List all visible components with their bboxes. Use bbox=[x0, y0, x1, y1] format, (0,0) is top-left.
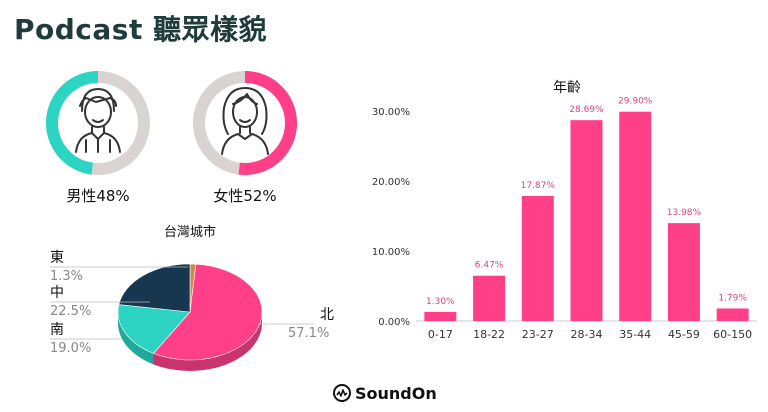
bar-23-27 bbox=[521, 195, 554, 321]
bar-value-label: 6.47% bbox=[475, 261, 504, 271]
female-label: 女性52% bbox=[213, 187, 276, 205]
bar-value-label: 1.79% bbox=[718, 293, 747, 303]
pie-name-南: 南 bbox=[50, 322, 64, 338]
bar-value-label: 1.30% bbox=[426, 297, 455, 307]
pie-name-中: 中 bbox=[50, 285, 64, 301]
city-pie-chart bbox=[117, 263, 263, 372]
pie-value-南: 19.0% bbox=[50, 341, 91, 356]
pie-side-北 bbox=[153, 312, 262, 372]
pie-slice-中 bbox=[118, 263, 191, 313]
male-ring bbox=[46, 71, 150, 175]
bar-value-label: 28.69% bbox=[569, 105, 604, 115]
y-tick-label: 0.00% bbox=[378, 317, 410, 328]
age-bar-chart: 0.00% 10.00% 20.00% 30.00% 1.30% 0-17 6.47% 18-… bbox=[372, 97, 757, 341]
bar-0-17 bbox=[424, 311, 457, 321]
bar-value-label: 29.90% bbox=[618, 97, 653, 107]
man-avatar-icon bbox=[75, 88, 121, 153]
pie-value-中: 22.5% bbox=[50, 304, 91, 319]
bar-18-22 bbox=[473, 275, 506, 321]
woman-avatar-icon bbox=[221, 87, 269, 155]
city-pie-labels: 北 57.1% 南 19.0% 中 22.5% 東 1.3% bbox=[50, 250, 334, 356]
pie-name-北: 北 bbox=[320, 307, 334, 323]
footer-brand: SoundOn bbox=[355, 384, 437, 403]
pie-title: 台灣城市 bbox=[164, 224, 216, 240]
bar-title: 年齡 bbox=[553, 80, 581, 96]
x-tick-label: 28-34 bbox=[571, 328, 603, 341]
bar-35-44 bbox=[619, 111, 652, 321]
pie-name-東: 東 bbox=[50, 250, 64, 266]
x-tick-label: 18-22 bbox=[473, 328, 505, 341]
x-tick-label: 45-59 bbox=[668, 328, 700, 341]
y-tick-label: 20.00% bbox=[372, 177, 410, 188]
x-tick-label: 0-17 bbox=[428, 328, 453, 341]
y-tick-label: 30.00% bbox=[372, 107, 410, 118]
bar-28-34 bbox=[570, 120, 603, 321]
bar-value-label: 17.87% bbox=[521, 181, 556, 191]
pie-slice-北 bbox=[153, 263, 263, 361]
x-tick-label: 23-27 bbox=[522, 328, 554, 341]
bar-value-label: 13.98% bbox=[667, 208, 702, 218]
y-tick-label: 10.00% bbox=[372, 247, 410, 258]
page-title: Podcast 聽眾樣貌 bbox=[14, 13, 268, 46]
female-ring-arc bbox=[238, 71, 297, 175]
female-ring bbox=[193, 71, 297, 175]
soundon-logo-icon bbox=[333, 384, 351, 402]
male-label: 男性48% bbox=[66, 187, 129, 205]
bar-45-59 bbox=[667, 223, 700, 321]
pie-slice-南 bbox=[117, 304, 191, 354]
pie-value-東: 1.3% bbox=[50, 269, 83, 284]
x-tick-label: 60-150 bbox=[713, 328, 752, 341]
pie-value-北: 57.1% bbox=[288, 326, 329, 341]
pie-side-南 bbox=[118, 312, 154, 365]
male-ring-arc bbox=[46, 71, 99, 175]
x-tick-label: 35-44 bbox=[619, 328, 651, 341]
bar-60-150 bbox=[716, 308, 749, 321]
